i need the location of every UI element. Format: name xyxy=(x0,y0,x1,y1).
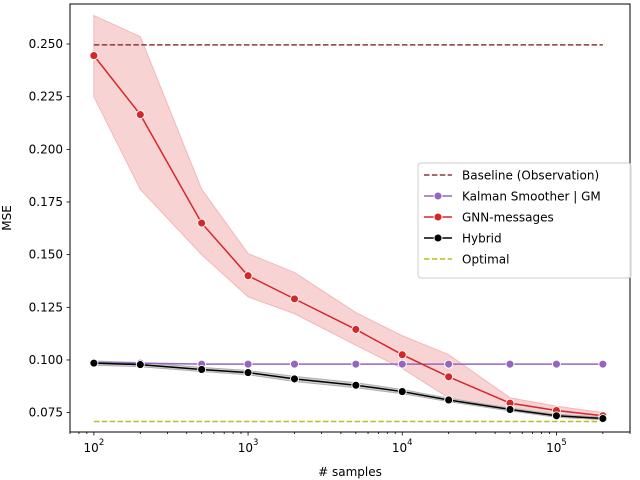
gnn-messages-point xyxy=(197,218,207,228)
hybrid-point xyxy=(444,395,454,405)
gnn-messages-point xyxy=(444,372,454,382)
x-tick-label: 104 xyxy=(392,438,413,455)
legend-kalman-smoother-gm-label: Kalman Smoother | GM xyxy=(462,190,601,204)
gnn-messages-point xyxy=(397,350,407,360)
kalman-smoother-gm-point xyxy=(444,359,454,369)
y-tick-label: 0.200 xyxy=(29,142,63,156)
legend: Baseline (Observation) Kalman Smoother | … xyxy=(417,162,632,279)
kalman-smoother-gm-point xyxy=(290,359,299,369)
gnn-messages-point xyxy=(351,324,361,334)
legend-hybrid-marker xyxy=(433,233,443,243)
y-tick-label: 0.225 xyxy=(29,90,63,104)
y-tick-label: 0.175 xyxy=(29,195,63,209)
y-tick-label: 0.100 xyxy=(29,353,63,367)
hybrid-point xyxy=(351,380,361,390)
y-axis-ticks: 0.075 0.100 0.125 0.150 0.175 0.200 0.225 0.250 xyxy=(29,37,70,420)
hybrid-point xyxy=(243,368,253,378)
legend-gnn-messages-label: GNN-messages xyxy=(462,211,554,225)
hybrid-point xyxy=(598,414,608,423)
legend-optimal-label: Optimal xyxy=(462,253,509,267)
hybrid-point xyxy=(89,358,99,368)
kalman-smoother-gm-point xyxy=(351,359,361,369)
y-tick-label: 0.150 xyxy=(29,248,63,262)
kalman-smoother-gm-point xyxy=(397,359,407,369)
y-tick-label: 0.250 xyxy=(29,37,63,51)
kalman-smoother-gm-point xyxy=(505,359,515,369)
legend-hybrid-label: Hybrid xyxy=(462,232,502,246)
x-axis-ticks: 102 103 104 105 xyxy=(69,432,631,455)
gnn-messages-point xyxy=(135,110,145,120)
legend-baseline-observation-label: Baseline (Observation) xyxy=(462,169,599,183)
legend-gnn-messages-marker xyxy=(433,212,443,222)
x-axis-label: # samples xyxy=(318,465,382,479)
hybrid-point xyxy=(551,411,561,421)
gnn-messages-point xyxy=(290,294,299,304)
hybrid-point xyxy=(290,374,299,384)
gnn-messages-point xyxy=(243,271,253,281)
series-markers xyxy=(89,51,608,423)
legend-kalman-smoother-gm-marker xyxy=(433,191,443,201)
hybrid-point xyxy=(505,405,515,414)
y-tick-label: 0.075 xyxy=(29,406,63,420)
y-axis-label: MSE xyxy=(0,205,14,231)
x-tick-label: 105 xyxy=(546,438,567,455)
hybrid-point xyxy=(135,360,145,370)
y-tick-label: 0.125 xyxy=(29,300,63,314)
kalman-smoother-gm-point xyxy=(243,359,253,369)
hybrid-point xyxy=(197,364,207,374)
kalman-smoother-gm-line xyxy=(93,361,603,365)
legend-box xyxy=(417,162,632,279)
kalman-smoother-gm-point xyxy=(598,359,608,369)
kalman-smoother-gm-point xyxy=(551,359,561,369)
hybrid-point xyxy=(397,387,407,397)
gnn-messages-point xyxy=(89,51,99,61)
x-tick-label: 102 xyxy=(84,438,105,455)
x-tick-label: 103 xyxy=(238,438,259,455)
